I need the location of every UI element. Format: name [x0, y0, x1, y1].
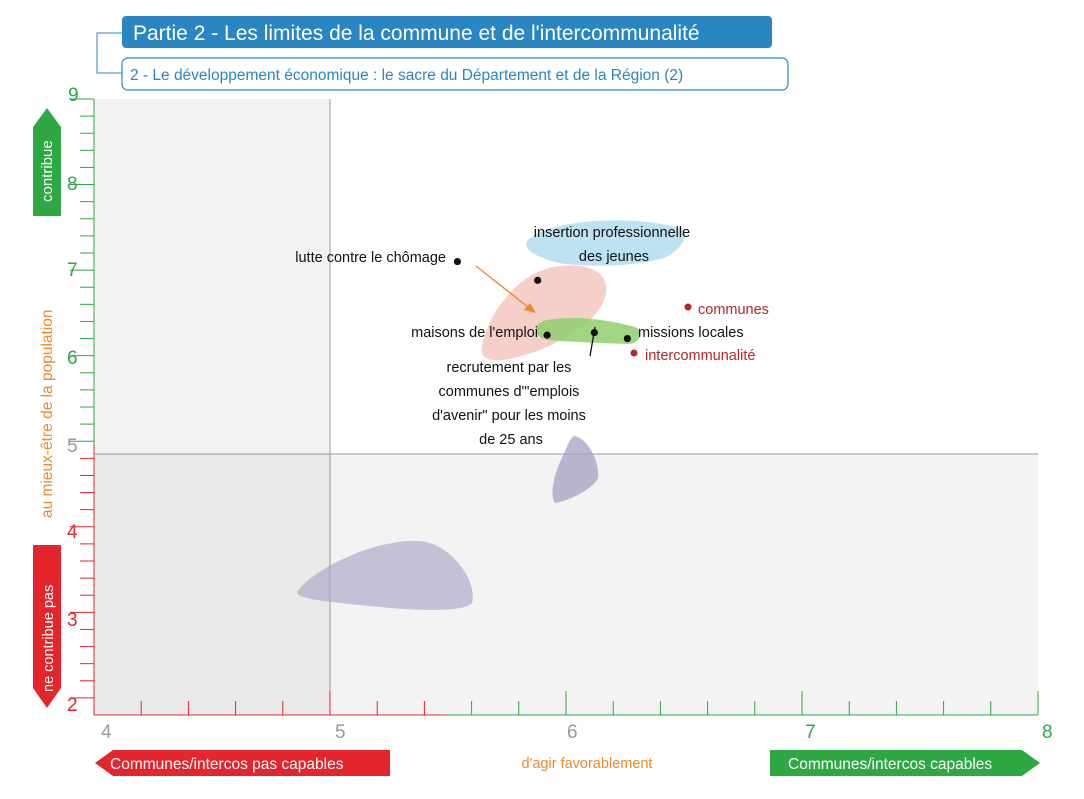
x-tick-label: 8 [1042, 722, 1053, 743]
x-tick-label: 4 [101, 722, 112, 743]
y-tick-label: 8 [67, 174, 78, 195]
y-tick-label: 4 [67, 522, 78, 543]
region-jeunes-actions [535, 317, 640, 344]
x-tick-label: 7 [805, 722, 816, 743]
point-label-missions-locales: missions locales [638, 325, 744, 341]
legend-label-communes: communes [698, 302, 769, 318]
y-bottom-label: ne contribue pas [41, 585, 57, 692]
x-axis-title: d'agir favorablement [522, 756, 653, 772]
x-left-label: Communes/intercos pas capables [110, 756, 344, 773]
y-top-label: contribue [39, 140, 56, 202]
point-label-recrutement: recrutement par les communes d'"emplois … [432, 360, 590, 448]
legend-marker-intercommunalite [630, 349, 638, 357]
shade-left-upper [94, 99, 330, 454]
y-tick-label: 5 [67, 436, 78, 457]
data-point [453, 257, 462, 266]
x-right-arrow [770, 750, 1040, 776]
point-label-maisons-emploi: maisons de l'emploi [411, 325, 538, 341]
y-tick-label: 7 [67, 260, 78, 281]
page-title: Partie 2 - Les limites de la commune et … [133, 22, 700, 45]
y-bottom-arrow [33, 545, 61, 708]
y-tick-label: 9 [68, 85, 79, 106]
annotation-insertion-jeunes: insertion professionnelle des jeunes [534, 225, 694, 265]
y-tick-label: 3 [67, 610, 78, 631]
data-point [590, 328, 598, 337]
x-right-label: Communes/intercos capables [788, 756, 992, 773]
data-point [543, 331, 551, 339]
subtitle-box [121, 57, 789, 91]
x-tick-label: 5 [335, 722, 346, 743]
header-bracket [96, 32, 124, 74]
point-label-chomage: lutte contre le chômage [295, 250, 446, 266]
title-banner [122, 16, 772, 48]
region-insertion-jeunes [526, 220, 685, 266]
connector-arrow [475, 265, 534, 312]
region-chomage [481, 265, 607, 361]
y-tick-label: 2 [67, 695, 78, 716]
y-tick-label: 6 [67, 348, 78, 369]
y-axis-title: au mieux-être de la population [39, 309, 56, 518]
y-top-arrow [33, 108, 61, 216]
data-point [534, 276, 542, 284]
legend-marker-communes [684, 303, 692, 311]
shade-lower-left [94, 454, 330, 715]
legend-label-intercommunalite: intercommunalité [645, 348, 755, 364]
arrow-head [524, 303, 536, 313]
x-tick-label: 6 [567, 722, 578, 743]
page-subtitle: 2 - Le développement économique : le sac… [130, 67, 683, 84]
x-left-arrow [95, 750, 390, 776]
data-point [623, 334, 631, 343]
region-purple-small [552, 436, 599, 503]
region-purple-large [297, 540, 473, 610]
